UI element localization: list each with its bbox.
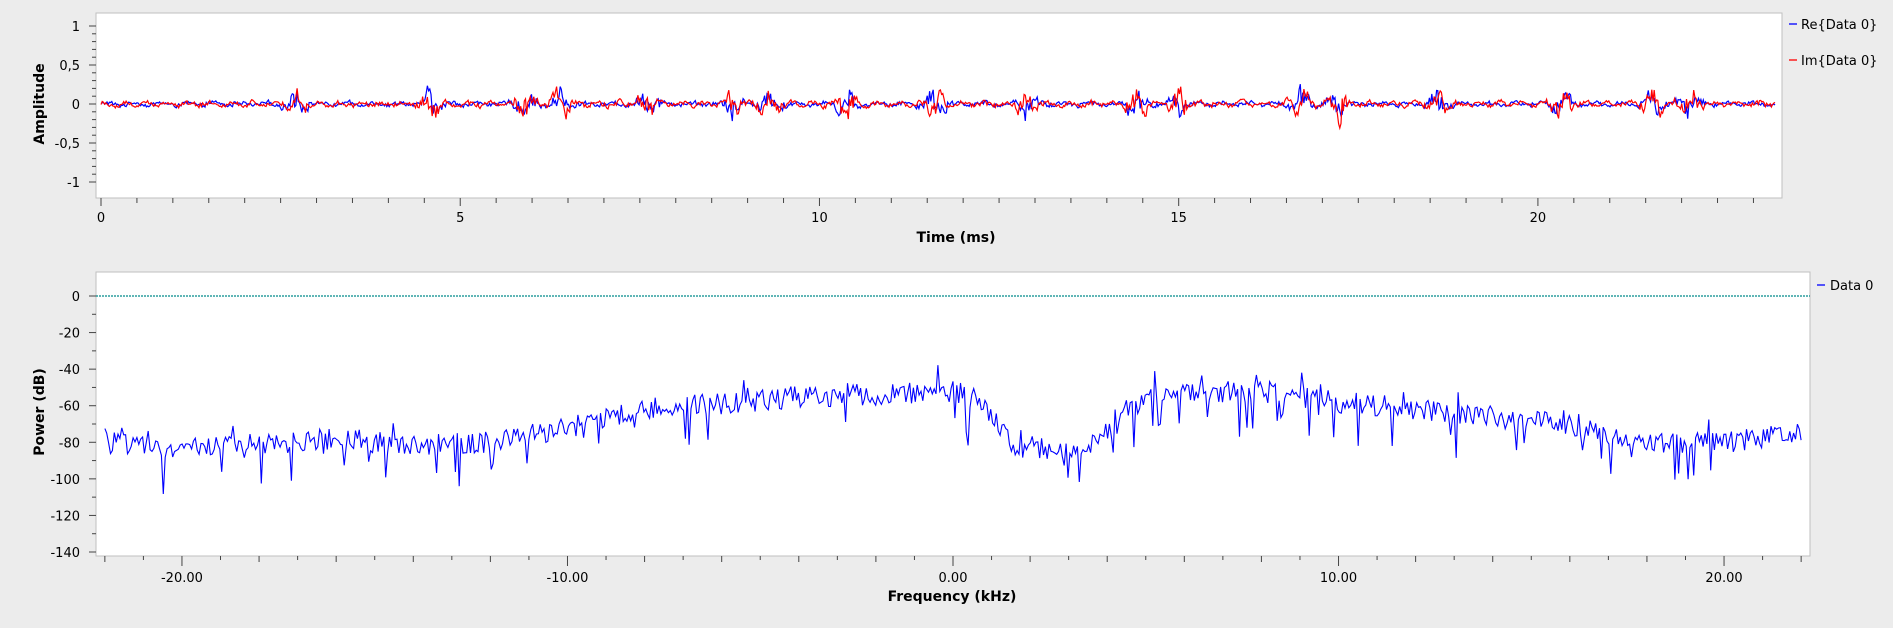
freq-x-axis-title: Frequency (kHz): [888, 589, 1017, 605]
y-tick-label: -80: [59, 436, 80, 451]
x-tick-label: 20.00: [1705, 571, 1742, 586]
x-tick-label: 10.00: [1320, 571, 1357, 586]
series-line-im: [100, 86, 1776, 131]
legend-label-im: Im{Data 0}: [1801, 54, 1877, 69]
y-tick-label: -40: [59, 363, 80, 378]
series-line-data0: [104, 365, 1802, 495]
x-tick-label: 20: [1530, 211, 1547, 226]
y-tick-label: -60: [59, 400, 80, 415]
x-tick-label: 5: [456, 211, 464, 226]
x-tick-label: 0.00: [939, 571, 968, 586]
y-tick-label: -100: [50, 473, 80, 488]
y-tick-label: 0: [72, 290, 80, 305]
y-tick-label: 0,5: [59, 59, 80, 74]
time-domain-plot: 10,50-0,5-10 5 10 15 20 Time (ms) Amplitude …: [32, 12, 1877, 246]
x-tick-label: -20.00: [161, 571, 203, 586]
freq-y-axis-title: Power (dB): [32, 368, 48, 456]
freq-legend: Data 0: [1817, 279, 1873, 294]
y-tick-label: -120: [50, 509, 80, 524]
legend-label-re: Re{Data 0}: [1801, 18, 1877, 33]
y-tick-label: -0,5: [55, 137, 80, 152]
x-tick-label: -10.00: [547, 571, 589, 586]
y-tick-label: 1: [72, 20, 80, 35]
y-tick-label: -140: [50, 546, 80, 561]
x-tick-label: 15: [1170, 211, 1187, 226]
frequency-domain-plot: 0 -20 -40 -60 -80 -100 -120 -140 -20.00 -10.00 0.0…: [32, 271, 1873, 605]
time-y-axis-title: Amplitude: [32, 63, 48, 144]
time-legend: Re{Data 0} Im{Data 0}: [1789, 18, 1877, 69]
time-axis-ticks: 1 0,5 0 -0,5 -1 0 5 10 15 20: [55, 20, 1754, 226]
y-tick-label: -20: [59, 327, 80, 342]
legend-label-data0: Data 0: [1830, 279, 1873, 294]
time-plot-lines: [100, 83, 1776, 131]
freq-plot-lines: [96, 295, 1810, 495]
freq-axis-ticks: 0 -20 -40 -60 -80 -100 -120 -140 -20.00 -10.00 0.0…: [50, 290, 1802, 586]
time-x-axis-title: Time (ms): [916, 230, 995, 246]
x-tick-label: 0: [97, 211, 105, 226]
y-tick-label: -1: [67, 176, 80, 191]
x-tick-label: 10: [811, 211, 828, 226]
y-tick-label: 0: [72, 98, 80, 113]
freq-plot-area: [95, 271, 1811, 557]
